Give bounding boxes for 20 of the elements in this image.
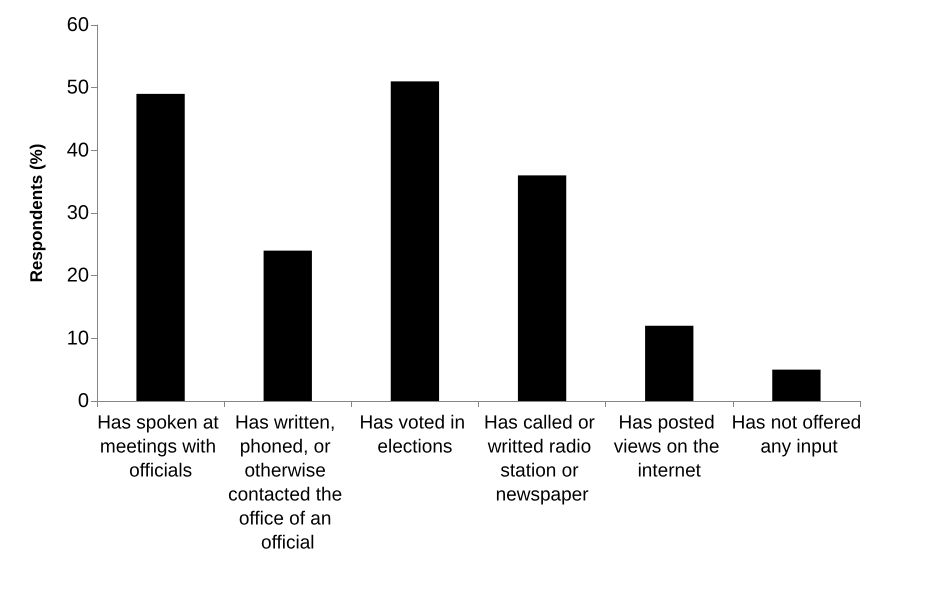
bar: [772, 370, 821, 401]
bar: [645, 326, 694, 401]
bar: [264, 250, 312, 401]
y-axis-title: Respondents (%): [27, 144, 46, 282]
y-tick-label: 40: [66, 139, 89, 162]
y-tick-label: 50: [66, 76, 89, 99]
y-tick-label: 20: [66, 264, 89, 287]
y-tick-label: 30: [66, 202, 89, 224]
y-tick-label: 60: [66, 14, 89, 36]
x-tick-label: Has spoken at meetings with officials: [97, 412, 224, 482]
y-tick-label: 10: [66, 327, 89, 350]
bar: [390, 81, 440, 401]
bar: [518, 175, 566, 401]
x-tick-label: Has called or writted radio station or newspaper: [484, 412, 600, 506]
x-tick-label: Has written, phoned, or otherwise contacted the office of an official: [228, 412, 348, 554]
x-tick-label: Has not offered any input: [732, 412, 862, 458]
x-tick-label: Has voted in elections: [359, 412, 470, 458]
bar: [136, 94, 185, 401]
x-tick-label: Has posted views on the internet: [614, 412, 725, 482]
y-tick-label: 0: [78, 390, 89, 412]
